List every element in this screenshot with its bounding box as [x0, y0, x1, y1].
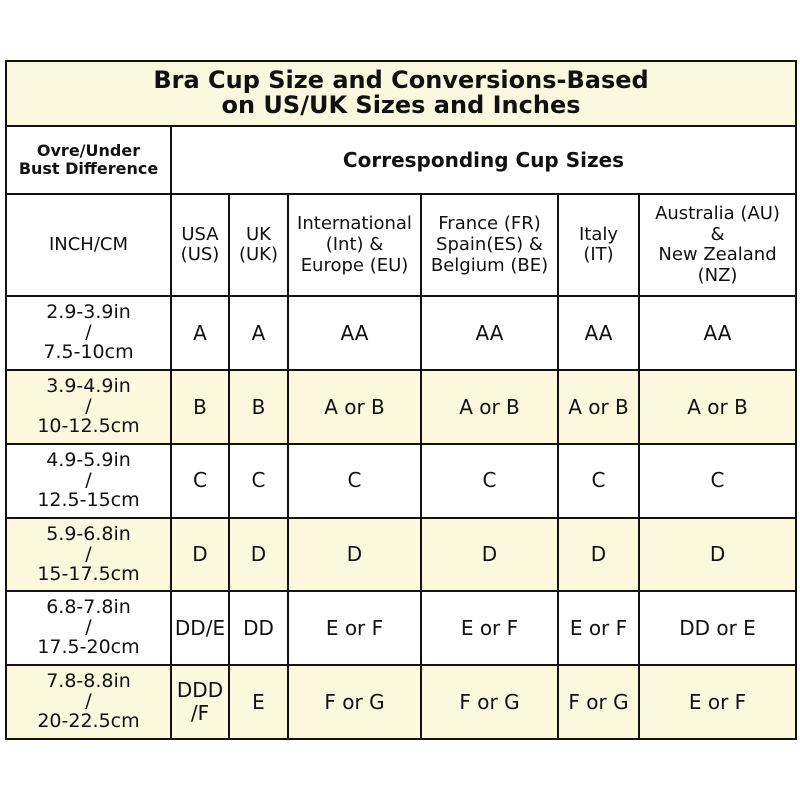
range-line: 4.9-5.9in [46, 448, 131, 471]
table-row: 5.9-6.8in/15-17.5cm D D D D D D [5, 516, 798, 593]
cup-size-cell: F or G [420, 664, 559, 740]
column-header-line: UK [246, 223, 271, 245]
range-line: / [85, 690, 92, 713]
range-line: 10-12.5cm [37, 415, 140, 438]
title-line: Bra Cup Size and Conversions-Based [153, 66, 649, 95]
cup-size-cell: E or F [637, 664, 798, 740]
column-header-line: Belgium (BE) [430, 254, 549, 276]
cup-size-cell: E [228, 664, 289, 740]
table-row: 2.9-3.9in/7.5-10cm A A AA AA AA AA [5, 295, 798, 372]
cup-size-cell: C [170, 442, 230, 519]
range-line: / [85, 321, 92, 344]
cup-size-cell: D [420, 516, 559, 593]
range-line: 2.9-3.9in [46, 301, 131, 324]
cup-size-cell: AA [637, 295, 798, 372]
column-header-line: France (FR) [438, 213, 541, 235]
cup-size-cell: AA [420, 295, 559, 372]
cup-size-cell: A or B [557, 369, 640, 445]
bust-difference-header: Ovre/Under Bust Difference [5, 124, 172, 196]
range-line: 15-17.5cm [37, 562, 140, 585]
range-line: 7.8-8.8in [46, 670, 131, 693]
column-header-line: (NZ) [697, 265, 738, 287]
range-line: 5.9-6.8in [46, 522, 131, 545]
column-header-line: New Zealand [658, 244, 777, 266]
column-header-line: INCH/CM [48, 234, 129, 256]
header-line: Bust Difference [18, 159, 159, 178]
table-row: 4.9-5.9in/12.5-15cm C C C C C C [5, 442, 798, 519]
cup-size-cell: C [420, 442, 559, 519]
range-line: 7.5-10cm [43, 341, 134, 364]
cup-size-cell: C [637, 442, 798, 519]
cup-size-table: Bra Cup Size and Conversions-Based on US/… [4, 60, 798, 740]
column-header: International (Int) & Europe (EU) [287, 193, 422, 298]
cup-size-cell: F or G [557, 664, 640, 740]
cup-size-cell: DD/E [170, 590, 230, 667]
cup-size-cell: A [170, 295, 230, 372]
column-header: INCH/CM [5, 193, 172, 298]
cup-size-cell: A or B [637, 369, 798, 445]
range-line: 3.9-4.9in [46, 375, 131, 398]
cup-size-cell: E or F [557, 590, 640, 667]
column-header: Australia (AU) & New Zealand (NZ) [637, 193, 798, 298]
range-cell: 7.8-8.8in/20-22.5cm [5, 664, 172, 740]
range-line: / [85, 616, 92, 639]
cup-size-cell: A or B [287, 369, 422, 445]
column-header: UK (UK) [228, 193, 289, 298]
table-title: Bra Cup Size and Conversions-Based on US/… [4, 60, 798, 127]
column-header-line: Italy [578, 223, 619, 245]
cup-size-cell: C [287, 442, 422, 519]
cup-size-cell: B [170, 369, 230, 445]
range-line: / [85, 542, 92, 565]
column-header-line: USA [181, 223, 219, 245]
cup-size-cell: E or F [287, 590, 422, 667]
range-line: 17.5-20cm [37, 636, 140, 659]
column-header-line: & [710, 223, 725, 245]
column-header-line: (UK) [238, 244, 279, 266]
column-header: Italy (IT) [557, 193, 640, 298]
column-header-line: Europe (EU) [300, 254, 409, 276]
cup-sizes-header: Corresponding Cup Sizes [169, 124, 798, 196]
cup-size-cell: E or F [420, 590, 559, 667]
range-line: / [85, 395, 92, 418]
cup-size-cell: D [228, 516, 289, 593]
cup-size-cell: AA [557, 295, 640, 372]
column-header-line: (IT) [583, 244, 614, 266]
range-line: / [85, 468, 92, 491]
cup-size-cell: A or B [420, 369, 559, 445]
cup-size-cell: D [637, 516, 798, 593]
cup-size-cell: AA [287, 295, 422, 372]
column-header-line: International [297, 213, 412, 235]
column-header-line: (US) [180, 244, 220, 266]
column-header-line: (Int) & [325, 234, 384, 256]
range-cell: 5.9-6.8in/15-17.5cm [5, 516, 172, 593]
title-line: on US/UK Sizes and Inches [221, 91, 581, 120]
range-line: 20-22.5cm [37, 710, 140, 733]
cup-size-cell: D [170, 516, 230, 593]
cup-size-cell: B [228, 369, 289, 445]
cup-size-cell: DDD /F [170, 664, 230, 740]
range-line: 12.5-15cm [37, 488, 140, 511]
column-header-line: Australia (AU) [655, 203, 780, 225]
cup-size-cell: C [228, 442, 289, 519]
column-header: USA (US) [170, 193, 230, 298]
range-cell: 4.9-5.9in/12.5-15cm [5, 442, 172, 519]
cup-size-cell: D [557, 516, 640, 593]
range-cell: 6.8-7.8in/17.5-20cm [5, 590, 172, 667]
range-line: 6.8-7.8in [46, 596, 131, 619]
range-cell: 2.9-3.9in/7.5-10cm [5, 295, 172, 372]
cup-size-cell: DD [228, 590, 289, 667]
column-header: France (FR) Spain(ES) & Belgium (BE) [420, 193, 559, 298]
range-cell: 3.9-4.9in/10-12.5cm [5, 369, 172, 445]
cup-size-cell: C [557, 442, 640, 519]
header-line: Ovre/Under [36, 140, 141, 160]
cup-size-cell: DD or E [637, 590, 798, 667]
column-header-line: Spain(ES) & [436, 234, 543, 256]
cup-size-cell: F or G [287, 664, 422, 740]
cup-size-cell: D [287, 516, 422, 593]
cup-size-cell: A [228, 295, 289, 372]
